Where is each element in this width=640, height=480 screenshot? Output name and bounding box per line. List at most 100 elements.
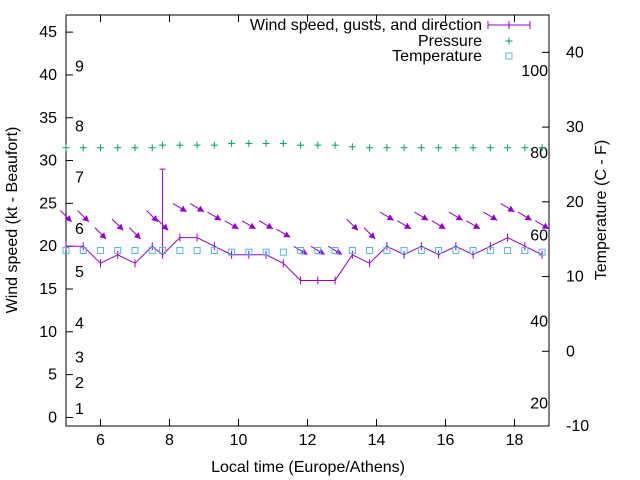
y2-tick-label: 0 xyxy=(566,343,575,360)
temperature-point xyxy=(79,246,87,254)
y2-tick-label: 40 xyxy=(566,44,584,61)
temperature-point xyxy=(417,246,425,254)
beaufort-label: 7 xyxy=(75,170,84,187)
legend: Wind speed, gusts, and directionPressure… xyxy=(250,17,531,65)
pressure-point xyxy=(131,144,139,152)
y-tick-label: 30 xyxy=(39,153,57,170)
pressure-point xyxy=(366,144,374,152)
wind-speed-line xyxy=(66,237,543,281)
temperature-point xyxy=(383,246,391,254)
x-tick-label: 10 xyxy=(230,432,248,449)
fahrenheit-label: 20 xyxy=(530,396,548,413)
temperature-point xyxy=(262,248,270,256)
pressure-point xyxy=(176,141,184,149)
wind-direction-arrowhead xyxy=(507,205,515,212)
pressure-point xyxy=(97,144,104,152)
wind-direction-arrowhead xyxy=(248,222,256,229)
beaufort-label: 5 xyxy=(75,264,84,281)
temperature-point xyxy=(504,246,512,254)
wind-direction-arrowhead xyxy=(386,214,394,221)
pressure-point xyxy=(400,144,408,152)
x-tick-label: 16 xyxy=(437,432,455,449)
temperature-point xyxy=(176,246,184,254)
pressure-point xyxy=(314,141,322,149)
y2-tick-label: 10 xyxy=(566,269,584,286)
temperature-point xyxy=(279,248,287,256)
beaufort-label: 9 xyxy=(75,58,84,75)
pressure-point xyxy=(148,144,156,152)
wind-direction-arrowhead xyxy=(214,214,222,221)
temperature-point xyxy=(193,246,201,254)
wind-direction-arrowhead xyxy=(82,215,89,222)
x-tick-label: 12 xyxy=(299,432,317,449)
pressure-point xyxy=(228,139,236,147)
wind-direction-arrowhead xyxy=(116,223,124,231)
beaufort-label: 2 xyxy=(75,375,84,392)
wind-direction-arrowhead xyxy=(524,214,532,221)
beaufort-label: 8 xyxy=(75,118,84,135)
temperature-point xyxy=(314,246,322,254)
temperature-point xyxy=(521,246,529,254)
y-tick-label: 10 xyxy=(39,324,57,341)
wind-direction-arrowhead xyxy=(541,222,549,229)
pressure-point xyxy=(452,144,460,152)
pressure-point xyxy=(193,141,201,149)
y-tick-label: 20 xyxy=(39,238,57,255)
temperature-point xyxy=(331,246,339,254)
wind-direction-arrowhead xyxy=(161,223,169,231)
y-tick-label: 25 xyxy=(39,195,57,212)
pressure-point xyxy=(210,141,218,149)
pressure-point xyxy=(62,144,70,152)
x-tick-label: 6 xyxy=(96,432,105,449)
temperature-point xyxy=(148,246,156,254)
temperature-point xyxy=(366,246,374,254)
temperature-point xyxy=(348,246,356,254)
y2-tick-label: 30 xyxy=(566,119,584,136)
wind-direction-arrowhead xyxy=(351,223,359,231)
wind-direction-arrowhead xyxy=(133,232,141,239)
temperature-point xyxy=(159,246,167,254)
wind-direction-arrowhead xyxy=(490,214,498,221)
pressure-point xyxy=(262,139,270,147)
fahrenheit-label: 60 xyxy=(530,227,548,244)
temperature-point xyxy=(452,246,460,254)
pressure-point xyxy=(504,144,512,152)
pressure-point xyxy=(331,141,339,149)
wind-direction-arrowhead xyxy=(231,222,239,229)
wind-direction-arrowhead xyxy=(265,222,273,229)
beaufort-label: 6 xyxy=(75,221,84,238)
legend-temperature-mark xyxy=(505,52,513,60)
x-tick-label: 8 xyxy=(165,432,174,449)
wind-direction-arrowhead xyxy=(283,231,291,238)
beaufort-label: 4 xyxy=(75,315,84,332)
fahrenheit-label: 100 xyxy=(521,63,548,80)
wind-direction-arrowhead xyxy=(368,232,376,239)
y-axis-label: Wind speed (kt - Beaufort) xyxy=(4,127,21,314)
temperature-point xyxy=(62,246,70,254)
x-tick-label: 14 xyxy=(368,432,386,449)
beaufort-label: 1 xyxy=(75,401,84,418)
temperature-point xyxy=(228,248,236,256)
wind-direction-arrowhead xyxy=(421,214,429,221)
x-tick-label: 18 xyxy=(506,432,524,449)
pressure-point xyxy=(538,144,546,152)
axes: 6 8 10 12 14 16 18051015202530354045-100102030… xyxy=(39,14,589,449)
temperature-point xyxy=(131,246,139,254)
beaufort-label: 3 xyxy=(75,350,84,367)
y-tick-label: 45 xyxy=(39,24,57,41)
pressure-point xyxy=(79,144,87,152)
series-layer xyxy=(59,139,550,285)
pressure-point xyxy=(348,143,356,151)
pressure-point xyxy=(521,144,529,152)
pressure-point xyxy=(114,144,122,152)
pressure-point xyxy=(279,139,287,147)
temperature-point xyxy=(245,248,253,256)
plot-frame xyxy=(65,14,550,427)
temperature-point xyxy=(469,246,477,254)
fahrenheit-label: 80 xyxy=(530,145,548,162)
y2-tick-label: 20 xyxy=(566,194,584,211)
y-tick-label: 15 xyxy=(39,281,57,298)
temperature-point xyxy=(114,246,122,254)
legend-label: Temperature xyxy=(392,48,482,65)
